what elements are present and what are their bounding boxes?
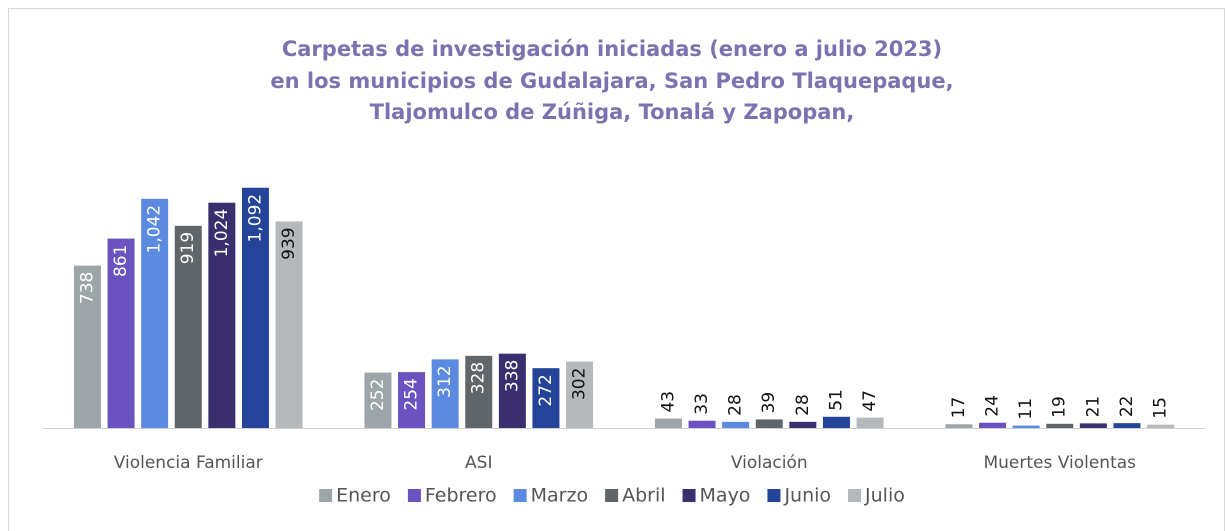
data-label: 312 <box>435 365 455 397</box>
data-label: 861 <box>111 245 131 277</box>
chart-title: Carpetas de investigación iniciadas (ene… <box>282 37 942 61</box>
bar <box>755 419 783 428</box>
data-label: 43 <box>658 391 678 413</box>
data-label: 328 <box>469 362 489 394</box>
data-label: 1,042 <box>145 205 165 254</box>
bar <box>431 359 459 428</box>
bar <box>789 421 817 428</box>
bar <box>398 372 426 428</box>
legend-label: Junio <box>783 485 831 507</box>
bar <box>364 372 392 428</box>
data-label: 24 <box>983 395 1003 417</box>
data-label: 28 <box>726 394 746 416</box>
x-tick-label: Muertes Violentas <box>983 453 1136 473</box>
legend-swatch <box>407 489 421 502</box>
data-label: 28 <box>793 394 813 416</box>
bar <box>1113 423 1141 428</box>
data-label: 19 <box>1050 396 1070 418</box>
data-label: 15 <box>1151 397 1171 419</box>
bar <box>107 238 135 428</box>
data-label: 51 <box>826 389 846 411</box>
legend-label: Febrero <box>425 485 497 507</box>
bar <box>688 420 716 428</box>
bar <box>498 353 526 428</box>
legend-swatch <box>767 489 781 502</box>
data-label: 254 <box>402 378 422 410</box>
legend-label: Abril <box>622 485 665 507</box>
data-label: 919 <box>178 232 198 264</box>
x-tick-label: Violación <box>731 453 808 473</box>
legend-label: Julio <box>864 485 905 507</box>
bar <box>73 265 101 428</box>
data-label: 302 <box>570 368 590 400</box>
chart-title: Tlajomulco de Zúñiga, Tonalá y Zapopan, <box>370 100 855 124</box>
bar <box>1012 425 1040 428</box>
x-tick-label: ASI <box>465 453 492 473</box>
data-label: 39 <box>759 392 779 414</box>
data-label: 11 <box>1016 398 1036 420</box>
legend-label: Enero <box>336 485 391 507</box>
bar <box>979 422 1007 428</box>
bar <box>722 421 750 428</box>
bar <box>174 225 202 428</box>
bar <box>241 187 269 428</box>
bar <box>465 355 493 428</box>
legend-swatch <box>513 489 527 502</box>
legend-swatch <box>319 489 333 502</box>
bar <box>141 198 169 428</box>
x-tick-label: Violencia Familiar <box>114 453 263 473</box>
data-label: 338 <box>502 360 522 392</box>
bar <box>856 417 884 428</box>
legend-label: Mayo <box>700 485 751 507</box>
bar <box>1046 423 1074 428</box>
bar <box>822 416 850 428</box>
data-label: 272 <box>536 374 556 406</box>
data-label: 17 <box>949 397 969 419</box>
bar <box>1079 423 1107 428</box>
data-label: 738 <box>77 272 97 304</box>
data-label: 252 <box>368 379 388 411</box>
data-label: 939 <box>279 227 299 259</box>
bar <box>532 368 560 428</box>
bar <box>654 418 682 428</box>
data-label: 1,024 <box>212 209 232 258</box>
chart-title: en los municipios de Gudalajara, San Ped… <box>270 69 953 93</box>
bar <box>1147 424 1175 428</box>
data-label: 33 <box>692 393 712 415</box>
data-label: 22 <box>1117 396 1137 418</box>
bar <box>275 221 303 428</box>
data-label: 21 <box>1083 396 1103 418</box>
data-label: 1,092 <box>245 194 265 243</box>
bar <box>945 424 973 428</box>
legend-swatch <box>682 489 696 502</box>
bar <box>566 361 594 428</box>
legend-swatch <box>605 489 619 502</box>
bar <box>208 202 236 428</box>
legend-label: Marzo <box>531 485 588 507</box>
legend-swatch <box>848 489 862 502</box>
data-label: 47 <box>860 390 880 412</box>
